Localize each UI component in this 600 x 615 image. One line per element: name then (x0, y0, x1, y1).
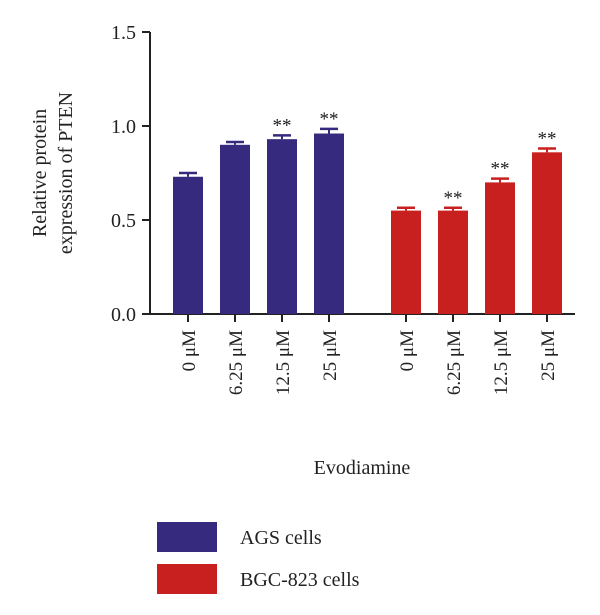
significance-label: ** (538, 129, 557, 150)
x-tick-label: 0 μM (179, 330, 200, 371)
significance-label: ** (491, 159, 510, 180)
bar (532, 152, 562, 314)
x-tick-label: 25 μM (320, 330, 341, 381)
x-tick-label: 6.25 μM (444, 330, 465, 395)
bars: ** ** ** ** ** (173, 109, 562, 314)
bar (173, 176, 203, 314)
x-tick-label: 25 μM (538, 330, 559, 381)
legend-label: AGS cells (240, 527, 322, 549)
bar (267, 139, 297, 314)
legend-label: BGC-823 cells (240, 569, 360, 591)
x-tick-labels: 0 μM 6.25 μM 12.5 μM 25 μM 0 μM 6.25 μM 12.5 μ… (179, 330, 559, 395)
y-axis-title: Relative protein expression of PTEN (29, 92, 77, 254)
y-axis: 0.0 0.5 1.0 1.5 (111, 22, 151, 326)
legend-swatch (157, 522, 217, 552)
significance-label: ** (320, 109, 339, 130)
x-tick-label: 12.5 μM (491, 330, 512, 395)
x-axis (150, 313, 575, 322)
x-tick-label: 12.5 μM (273, 330, 294, 395)
y-tick-label: 1.5 (111, 22, 136, 44)
bar (314, 133, 344, 314)
bar (438, 210, 468, 314)
x-tick-label: 0 μM (397, 330, 418, 371)
significance-label: ** (273, 115, 292, 136)
y-tick-label: 0.5 (111, 210, 136, 232)
bar (391, 210, 421, 314)
x-axis-title: Evodiamine (314, 457, 411, 479)
y-tick-label: 1.0 (111, 116, 136, 138)
legend-swatch (157, 564, 217, 594)
bar (485, 182, 515, 314)
y-axis-title-line: Relative protein (29, 109, 51, 237)
bar (220, 144, 250, 314)
x-tick-label: 6.25 μM (226, 330, 247, 395)
significance-label: ** (444, 188, 463, 209)
y-axis-title-line: expression of PTEN (55, 92, 77, 254)
legend: AGS cells BGC-823 cells (157, 522, 360, 594)
y-tick-label: 0.0 (111, 304, 136, 326)
